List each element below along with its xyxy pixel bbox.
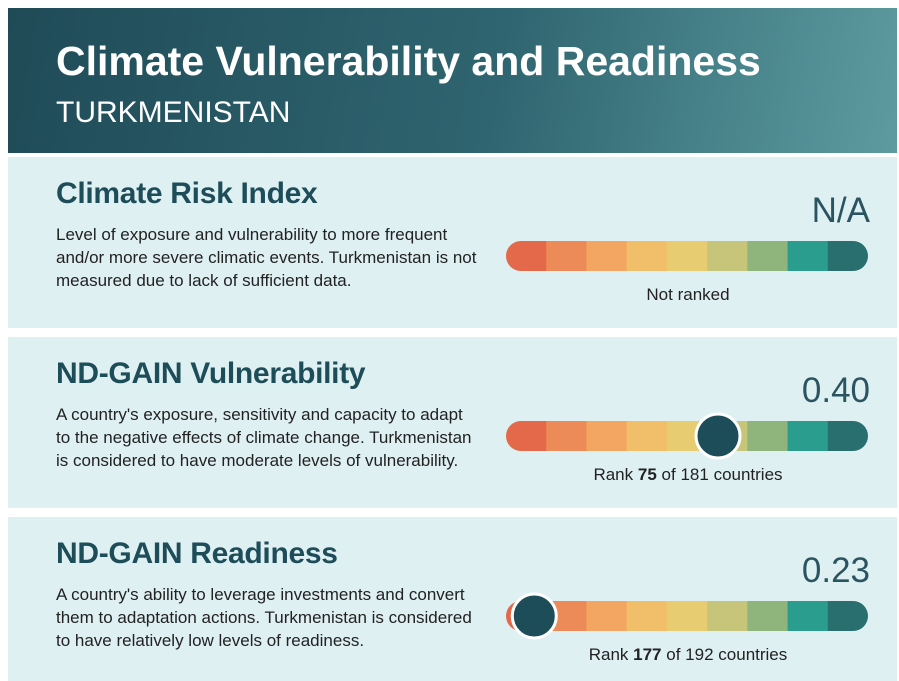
rank-prefix: Rank <box>593 465 634 484</box>
rank-total: 192 <box>685 645 714 664</box>
score: 0.23 <box>801 551 870 590</box>
rank: Rank 177 of 192 countries <box>498 645 878 665</box>
rank: Rank 75 of 181 countries <box>498 465 878 485</box>
gauge-segment <box>506 421 547 451</box>
marker <box>694 412 742 460</box>
gauge-segment <box>787 241 829 271</box>
section: ND-GAIN Vulnerability A country's exposur… <box>8 337 897 508</box>
gauge <box>506 592 868 640</box>
gauge-segment <box>707 601 748 631</box>
gauge-segment <box>747 421 789 451</box>
gauge-segment <box>707 241 748 271</box>
rank-suffix: countries <box>713 465 783 484</box>
gauge-segment <box>586 601 628 631</box>
gauge-segment <box>586 241 628 271</box>
description: Level of exposure and vulnerability to m… <box>56 225 477 290</box>
gauge-segment <box>666 241 708 271</box>
gauge-segment <box>787 421 829 451</box>
gauge-segment <box>787 601 829 631</box>
section-title: ND-GAIN Vulnerability <box>56 357 366 390</box>
gauge-segment <box>827 601 868 631</box>
gauge-segment <box>546 421 587 451</box>
gauge-bar <box>506 241 868 271</box>
gauge-segment <box>626 601 668 631</box>
marker <box>510 592 558 640</box>
rank-value: 75 <box>637 465 657 484</box>
gauge-bar <box>506 601 868 631</box>
gauge-segment <box>586 421 628 451</box>
gauge-bar <box>506 421 868 451</box>
rank-value: 177 <box>633 645 662 664</box>
score: N/A <box>811 191 870 230</box>
rank-of: of <box>666 645 681 664</box>
score: 0.40 <box>801 371 870 410</box>
gauge <box>506 412 868 460</box>
rank-suffix: countries <box>718 645 788 664</box>
rank-total: 181 <box>680 465 709 484</box>
section: Climate Risk Index Level of exposure and … <box>8 157 897 328</box>
gauge <box>506 241 868 271</box>
subtitle: TURKMENISTAN <box>56 96 291 129</box>
gauge-segment <box>506 241 547 271</box>
section-title: Climate Risk Index <box>56 177 318 210</box>
gauge-segment <box>747 601 789 631</box>
section-title: ND-GAIN Readiness <box>56 537 338 570</box>
description: A country's exposure, sensitivity and ca… <box>56 405 472 470</box>
rank-prefix: Rank <box>588 645 629 664</box>
rank-of: of <box>661 465 676 484</box>
status: Not ranked <box>646 285 730 304</box>
description: A country's ability to leverage investme… <box>56 585 472 650</box>
gauge-segment <box>827 421 868 451</box>
gauge-segment <box>546 241 587 271</box>
header: Climate Vulnerability and Readiness TURK… <box>8 8 897 153</box>
gauge-segment <box>626 241 668 271</box>
gauge-segment <box>666 601 708 631</box>
section: ND-GAIN Readiness A country's ability to … <box>8 517 897 681</box>
gauge-segment <box>626 421 668 451</box>
gauge-segment <box>747 241 789 271</box>
gauge-segment <box>827 241 868 271</box>
title: Climate Vulnerability and Readiness <box>56 38 761 84</box>
